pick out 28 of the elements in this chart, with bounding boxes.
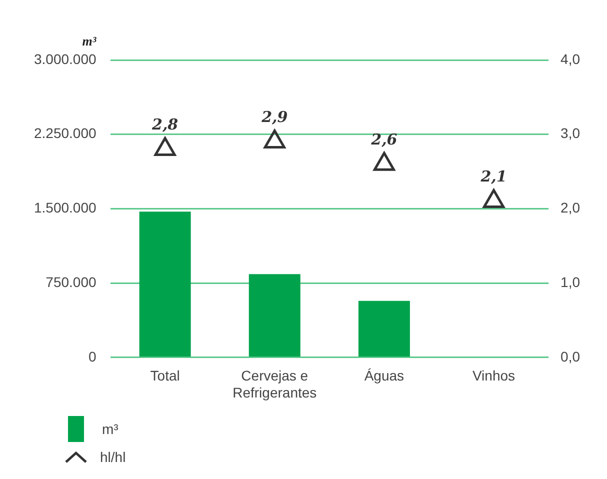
x-tick-label: Águas xyxy=(364,368,404,384)
y-tick-label: 750.000 xyxy=(46,274,96,290)
x-tick-label: Cervejas e Refrigerantes xyxy=(232,368,317,400)
y2-tick-label: 1,0 xyxy=(560,274,580,290)
y2-tick-label: 0,0 xyxy=(560,348,580,364)
y2-tick-label: 2,0 xyxy=(560,200,580,216)
data-label: 2,1 xyxy=(480,168,507,186)
data-label: 2,8 xyxy=(151,116,179,134)
legend-label: hl/hl xyxy=(100,449,126,465)
x-tick-label: Vinhos xyxy=(472,368,516,384)
point xyxy=(373,152,395,171)
point xyxy=(264,130,286,149)
y-tick-label: 1.500.000 xyxy=(34,200,96,216)
bar xyxy=(139,212,191,357)
y-axis-title: m³ xyxy=(82,33,98,48)
x-tick-label: Total xyxy=(150,368,180,384)
data-label: 2,6 xyxy=(370,130,398,148)
bar xyxy=(248,274,300,357)
y2-tick-label: 3,0 xyxy=(560,125,580,142)
y-tick-label: 3.000.000 xyxy=(34,50,96,67)
bar xyxy=(358,300,410,357)
y-tick-label: 2.250.000 xyxy=(34,125,96,142)
point xyxy=(482,189,505,208)
y2-tick-label: 4,0 xyxy=(560,50,580,67)
legend-label: m³ xyxy=(102,421,118,437)
point xyxy=(154,136,176,156)
y-tick-label: 0 xyxy=(88,348,96,364)
data-label: 2,9 xyxy=(260,108,288,126)
